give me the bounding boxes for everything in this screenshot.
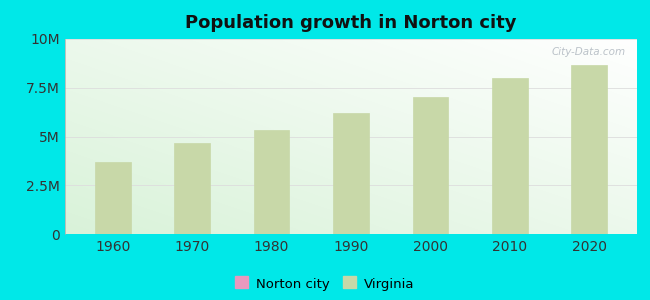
Bar (254, 130, 289, 234)
Bar (492, 78, 528, 234)
Legend: Norton city, Virginia: Norton city, Virginia (233, 275, 417, 293)
Bar (571, 65, 607, 234)
Bar (174, 143, 210, 234)
Title: Population growth in Norton city: Population growth in Norton city (185, 14, 517, 32)
Bar (333, 113, 369, 234)
Bar (95, 162, 131, 234)
Text: City-Data.com: City-Data.com (551, 47, 625, 57)
Bar (413, 97, 448, 234)
